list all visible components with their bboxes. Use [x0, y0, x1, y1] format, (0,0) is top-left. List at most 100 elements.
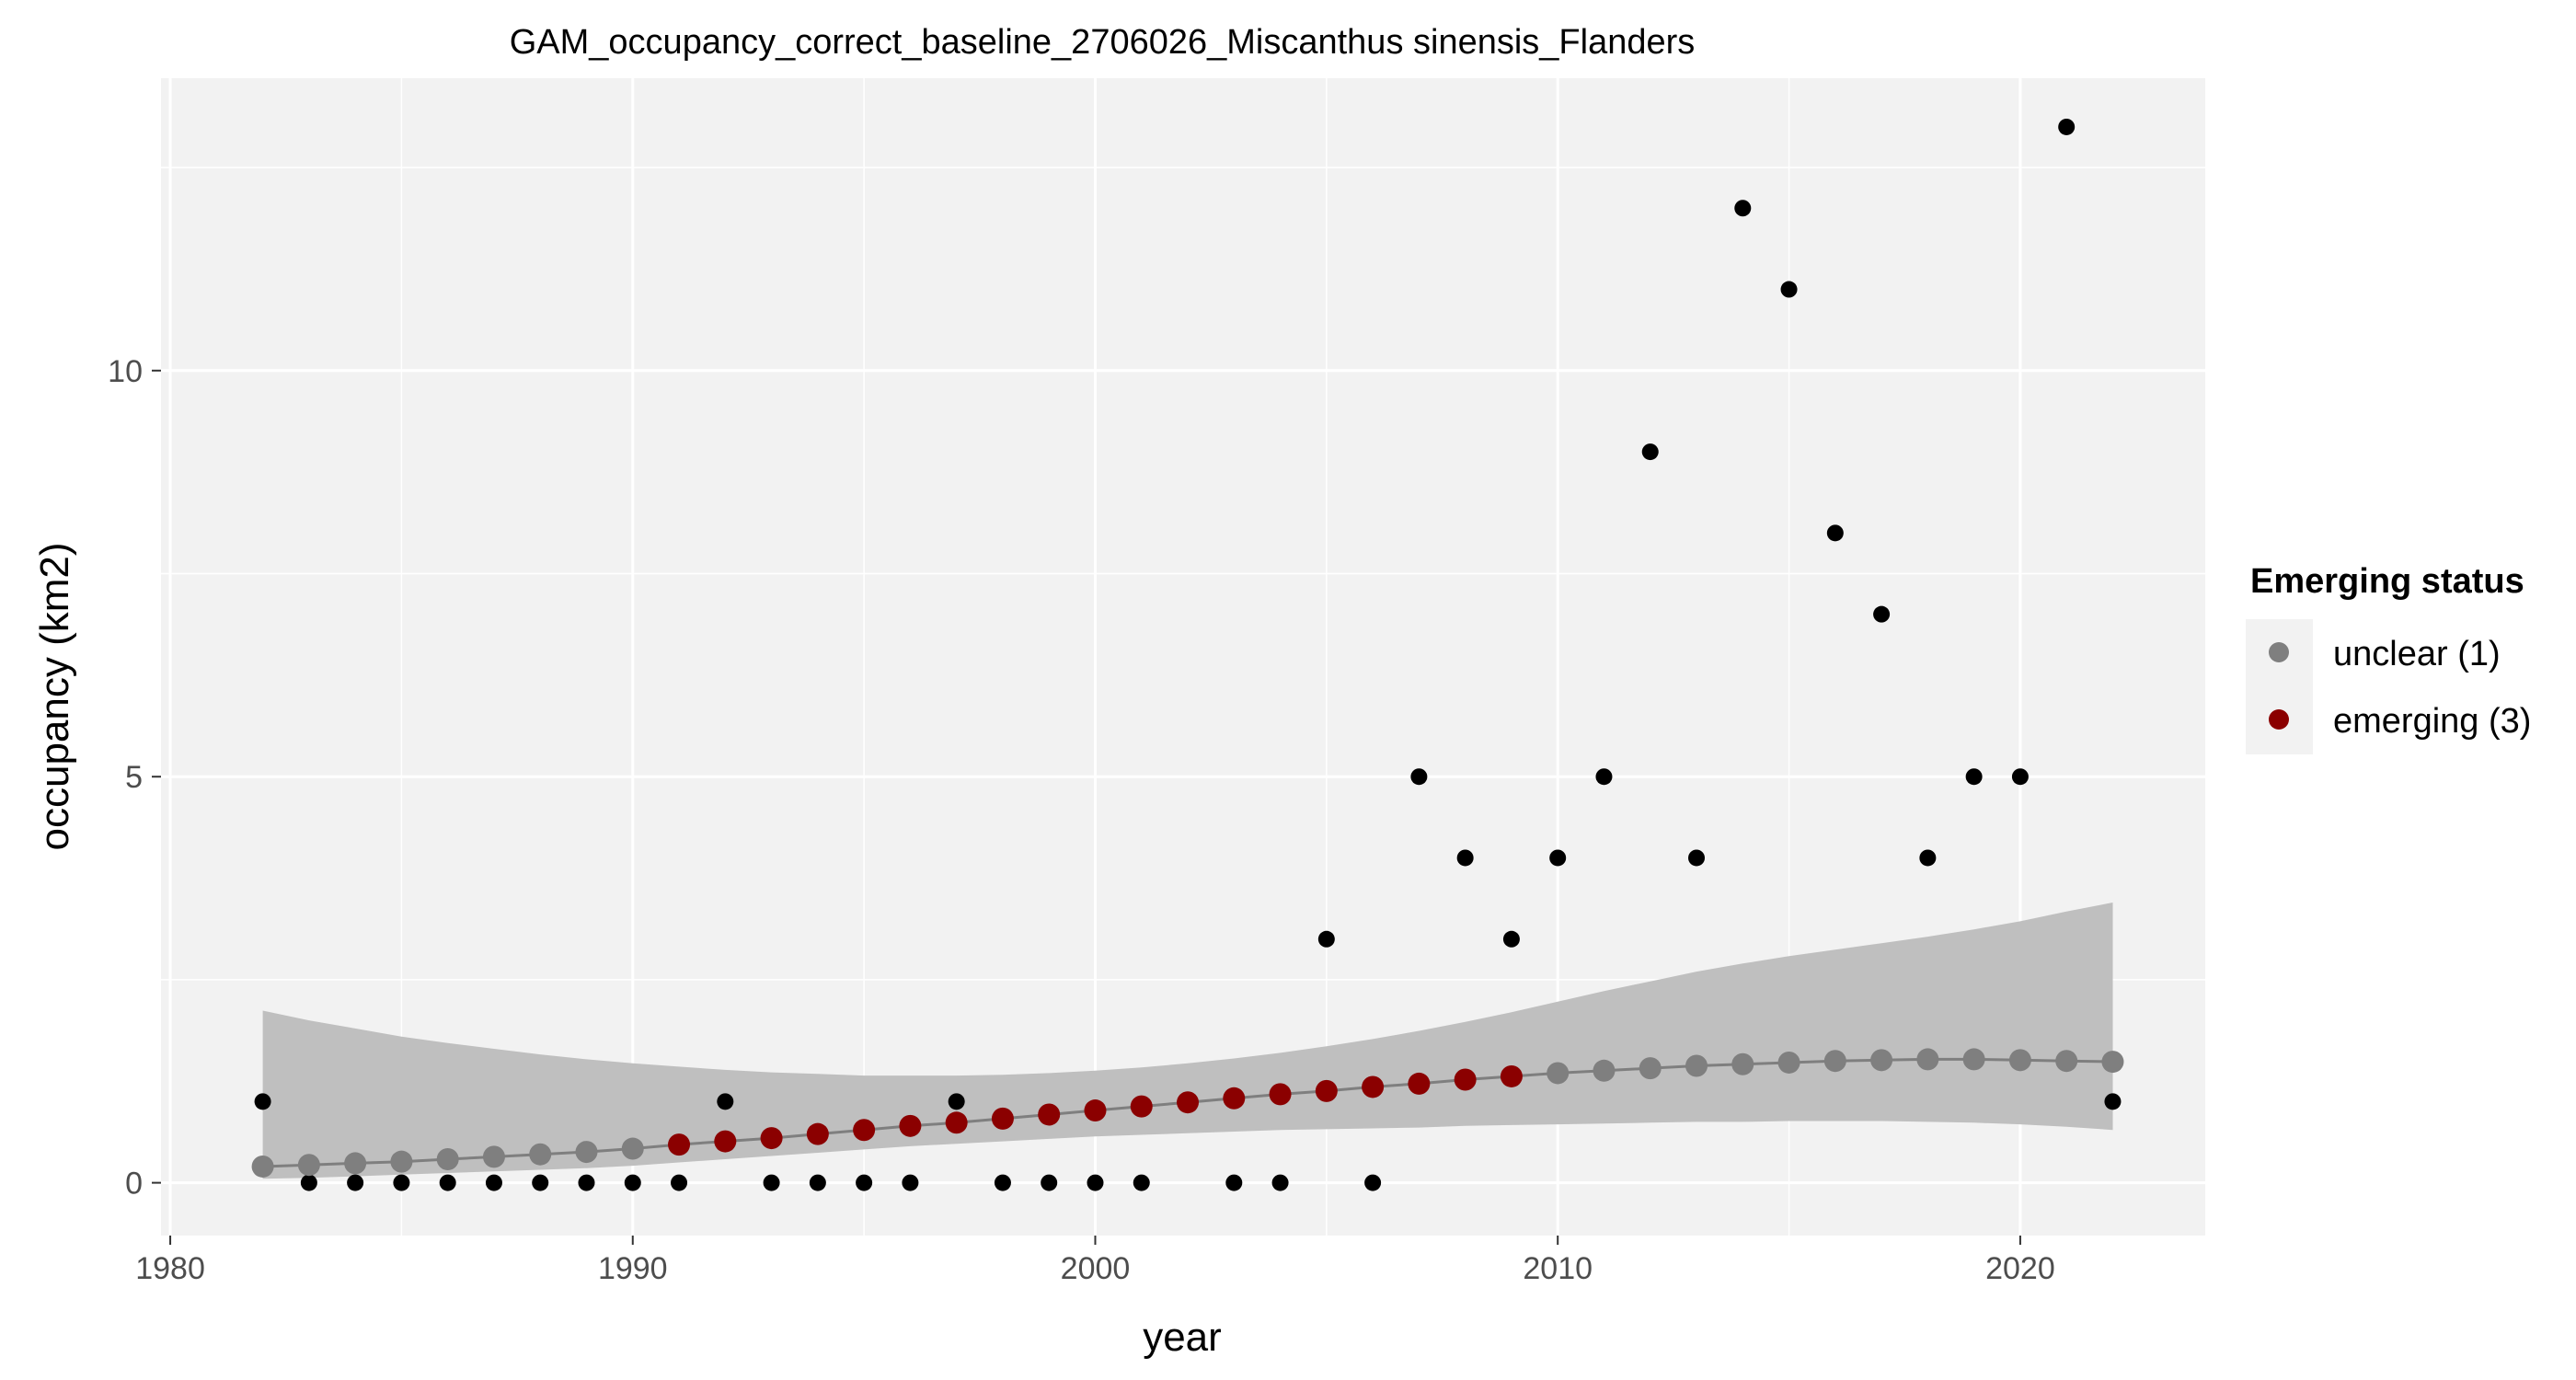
- observed-point: [717, 1093, 734, 1110]
- observed-point: [1965, 768, 1983, 786]
- observed-point: [1271, 1174, 1289, 1191]
- observed-point: [1087, 1174, 1104, 1191]
- fit-point-unclear: [297, 1154, 320, 1177]
- fit-point-unclear: [1593, 1059, 1616, 1082]
- observed-point: [624, 1174, 641, 1191]
- fit-point-unclear: [575, 1141, 598, 1164]
- fit-point-unclear: [482, 1145, 505, 1168]
- observed-point: [1041, 1174, 1058, 1191]
- observed-point: [902, 1174, 919, 1191]
- observed-point: [2104, 1093, 2122, 1110]
- observed-point: [1317, 930, 1335, 948]
- chart-title: GAM_occupancy_correct_baseline_2706026_M…: [510, 23, 1696, 62]
- legend-label-unclear: unclear (1): [2333, 635, 2501, 673]
- observed-point: [1364, 1174, 1382, 1191]
- fit-point-unclear: [621, 1137, 644, 1160]
- y-tick-label: 0: [125, 1167, 143, 1202]
- fit-point-emerging: [1084, 1099, 1107, 1122]
- legend-key-background: [2246, 619, 2313, 754]
- fit-point-emerging: [853, 1119, 876, 1142]
- fit-point-unclear: [1962, 1048, 1985, 1071]
- observed-point: [485, 1174, 502, 1191]
- observed-point: [809, 1174, 826, 1191]
- observed-point: [763, 1174, 780, 1191]
- observed-point: [347, 1174, 364, 1191]
- observed-points: [254, 118, 2122, 1191]
- fit-point-unclear: [1547, 1062, 1570, 1085]
- observed-point: [1873, 605, 1891, 623]
- fit-point-emerging: [945, 1111, 968, 1134]
- fit-point-unclear: [436, 1148, 459, 1171]
- fit-point-unclear: [1639, 1057, 1662, 1080]
- y-tick-label: 10: [108, 354, 143, 389]
- fit-point-emerging: [1362, 1075, 1385, 1098]
- y-axis: 0 5 10: [108, 354, 161, 1202]
- fit-point-unclear: [251, 1155, 274, 1178]
- observed-point: [2011, 768, 2029, 786]
- observed-point: [1133, 1174, 1150, 1191]
- legend-label-emerging: emerging (3): [2333, 702, 2531, 741]
- observed-point: [1549, 849, 1567, 867]
- observed-point: [1225, 1174, 1243, 1191]
- fit-point-unclear: [529, 1143, 552, 1166]
- fit-point-emerging: [1223, 1087, 1246, 1110]
- observed-point: [1410, 768, 1428, 786]
- observed-point: [1456, 849, 1474, 867]
- observed-point: [671, 1174, 688, 1191]
- legend-title: Emerging status: [2250, 562, 2524, 601]
- fit-point-unclear: [1777, 1051, 1800, 1074]
- observed-point: [300, 1174, 317, 1191]
- observed-point: [1780, 281, 1798, 298]
- fit-point-emerging: [714, 1130, 737, 1153]
- x-tick-label: 1990: [598, 1251, 668, 1286]
- observed-point: [2058, 118, 2076, 135]
- observed-point: [532, 1174, 549, 1191]
- fit-point-unclear: [344, 1152, 367, 1175]
- fit-point-unclear: [390, 1150, 413, 1173]
- fit-point-emerging: [760, 1127, 783, 1150]
- fit-point-unclear: [2101, 1051, 2124, 1074]
- x-tick-label: 2010: [1523, 1251, 1593, 1286]
- legend-key-unclear: [2269, 642, 2289, 662]
- observed-point: [1826, 524, 1844, 542]
- observed-point: [439, 1174, 456, 1191]
- fit-point-unclear: [1823, 1050, 1846, 1073]
- observed-point: [1734, 200, 1752, 217]
- observed-point: [856, 1174, 873, 1191]
- fit-point-unclear: [1731, 1052, 1754, 1075]
- fit-point-emerging: [668, 1133, 691, 1156]
- x-tick-label: 2000: [1061, 1251, 1131, 1286]
- x-axis-title: year: [1143, 1315, 1222, 1360]
- fit-point-emerging: [899, 1114, 922, 1137]
- fit-point-emerging: [1315, 1079, 1338, 1102]
- fit-point-emerging: [1408, 1072, 1431, 1095]
- observed-point: [1688, 849, 1706, 867]
- fit-point-emerging: [1177, 1091, 1200, 1114]
- fit-point-emerging: [1454, 1068, 1477, 1091]
- fit-point-unclear: [1870, 1049, 1893, 1072]
- legend: Emerging status unclear (1) emerging (3): [2246, 562, 2531, 754]
- fit-point-unclear: [2055, 1050, 2078, 1073]
- x-tick-label: 1980: [135, 1251, 205, 1286]
- observed-point: [578, 1174, 595, 1191]
- fit-points: [251, 1048, 2124, 1178]
- observed-point: [254, 1093, 271, 1110]
- fit-point-unclear: [2008, 1049, 2031, 1072]
- observed-point: [994, 1174, 1011, 1191]
- y-axis-title: occupancy (km2): [32, 542, 77, 850]
- observed-point: [948, 1093, 965, 1110]
- x-axis: 1980 1990 2000 2010 2020: [135, 1236, 2055, 1286]
- fit-point-emerging: [1269, 1083, 1292, 1106]
- fit-point-emerging: [1130, 1095, 1153, 1118]
- observed-point: [1595, 768, 1613, 786]
- observed-point: [1641, 443, 1659, 461]
- fit-point-emerging: [1038, 1103, 1061, 1126]
- fit-point-emerging: [1500, 1064, 1523, 1087]
- observed-point: [393, 1174, 410, 1191]
- observed-point: [1919, 849, 1937, 867]
- x-tick-label: 2020: [1985, 1251, 2055, 1286]
- fit-point-unclear: [1685, 1054, 1708, 1077]
- y-tick-label: 5: [125, 760, 143, 795]
